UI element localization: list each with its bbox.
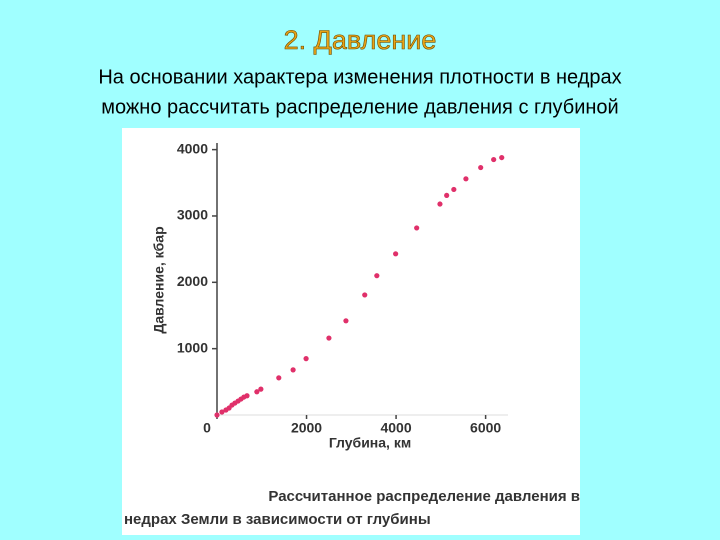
point: [258, 386, 264, 392]
point: [219, 409, 225, 415]
chart-background: [122, 128, 580, 535]
x-tick-label: 2000: [291, 420, 322, 436]
caption: недрах Земли в зависимости от глубины: [124, 511, 431, 528]
x-tick-label: 4000: [380, 420, 411, 436]
y-tick-label: 1000: [177, 339, 208, 355]
x-axis-label: Глубина, км: [329, 435, 411, 451]
point: [478, 164, 484, 171]
y-tick-label: 3000: [177, 207, 208, 223]
point: [451, 186, 457, 193]
y-tick-label: 2000: [177, 273, 208, 289]
slide-text: На основании характера изменения плотнос…: [98, 66, 621, 88]
point: [362, 292, 368, 298]
point: [254, 389, 260, 395]
point: [343, 318, 349, 324]
point: [244, 393, 250, 399]
point: [290, 367, 296, 373]
point: [414, 225, 420, 231]
slide-title: 2. Давление: [284, 25, 437, 55]
x-tick-label: 6000: [470, 420, 501, 436]
point: [491, 156, 497, 163]
point: [499, 154, 505, 161]
y-axis-label: Давление, кбар: [151, 226, 167, 333]
y-tick-label: 4000: [177, 140, 208, 156]
caption: Рассчитанное распределение давления в: [268, 488, 580, 505]
point: [463, 176, 469, 182]
x-tick-label: 0: [203, 420, 211, 436]
point: [374, 273, 380, 279]
point: [276, 375, 282, 381]
point: [326, 335, 332, 341]
point: [437, 201, 443, 207]
point: [303, 356, 309, 362]
slide-text: можно рассчитать распределение давления …: [101, 96, 618, 118]
point: [393, 251, 399, 257]
point: [214, 412, 220, 418]
point: [444, 192, 450, 199]
